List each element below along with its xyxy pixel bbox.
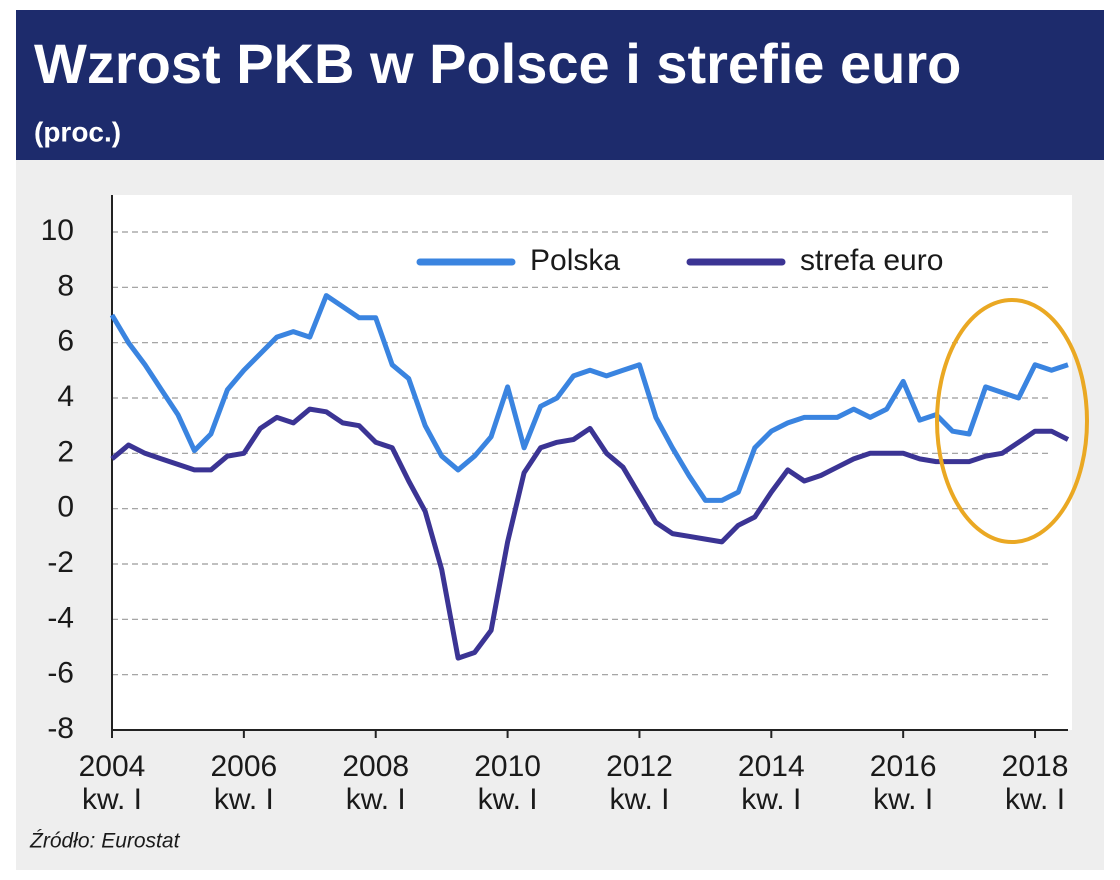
x-tick-label: 2014 [738,750,805,783]
y-tick-label: 6 [57,325,74,358]
y-tick-label: 2 [57,435,74,468]
x-tick-label: 2016 [870,750,937,783]
chart-title: Wzrost PKB w Polsce i strefie euro [34,32,961,95]
highlight-ellipse [935,298,1089,544]
legend-label: strefa euro [800,244,943,277]
x-tick-sublabel: kw. I [1005,783,1065,816]
x-tick-sublabel: kw. I [873,783,933,816]
x-tick-sublabel: kw. I [346,783,406,816]
x-tick-sublabel: kw. I [214,783,274,816]
series-line [109,293,1069,503]
y-tick-label: -4 [47,601,74,634]
plot-area [112,195,1072,730]
x-tick-label: 2008 [342,750,409,783]
x-tick-label: 2010 [474,750,541,783]
legend-label: Polska [530,244,620,277]
y-tick-label: -8 [47,712,74,745]
series-line [110,406,1070,661]
x-tick-label: 2012 [606,750,673,783]
y-tick-label: -6 [47,657,74,690]
y-tick-label: 8 [57,269,74,302]
y-tick-label: 10 [41,214,74,247]
x-tick-sublabel: kw. I [478,783,538,816]
x-tick-label: 2004 [79,750,146,783]
x-tick-sublabel: kw. I [82,783,142,816]
x-tick-label: 2018 [1002,750,1069,783]
x-tick-sublabel: kw. I [609,783,669,816]
y-tick-label: -2 [47,546,74,579]
y-tick-label: 4 [57,380,74,413]
chart-subtitle: (proc.) [34,116,121,147]
x-tick-label: 2006 [210,750,277,783]
source: Źródło: Eurostat [29,830,181,853]
y-tick-label: 0 [57,491,74,524]
header [16,10,1104,160]
x-tick-sublabel: kw. I [741,783,801,816]
